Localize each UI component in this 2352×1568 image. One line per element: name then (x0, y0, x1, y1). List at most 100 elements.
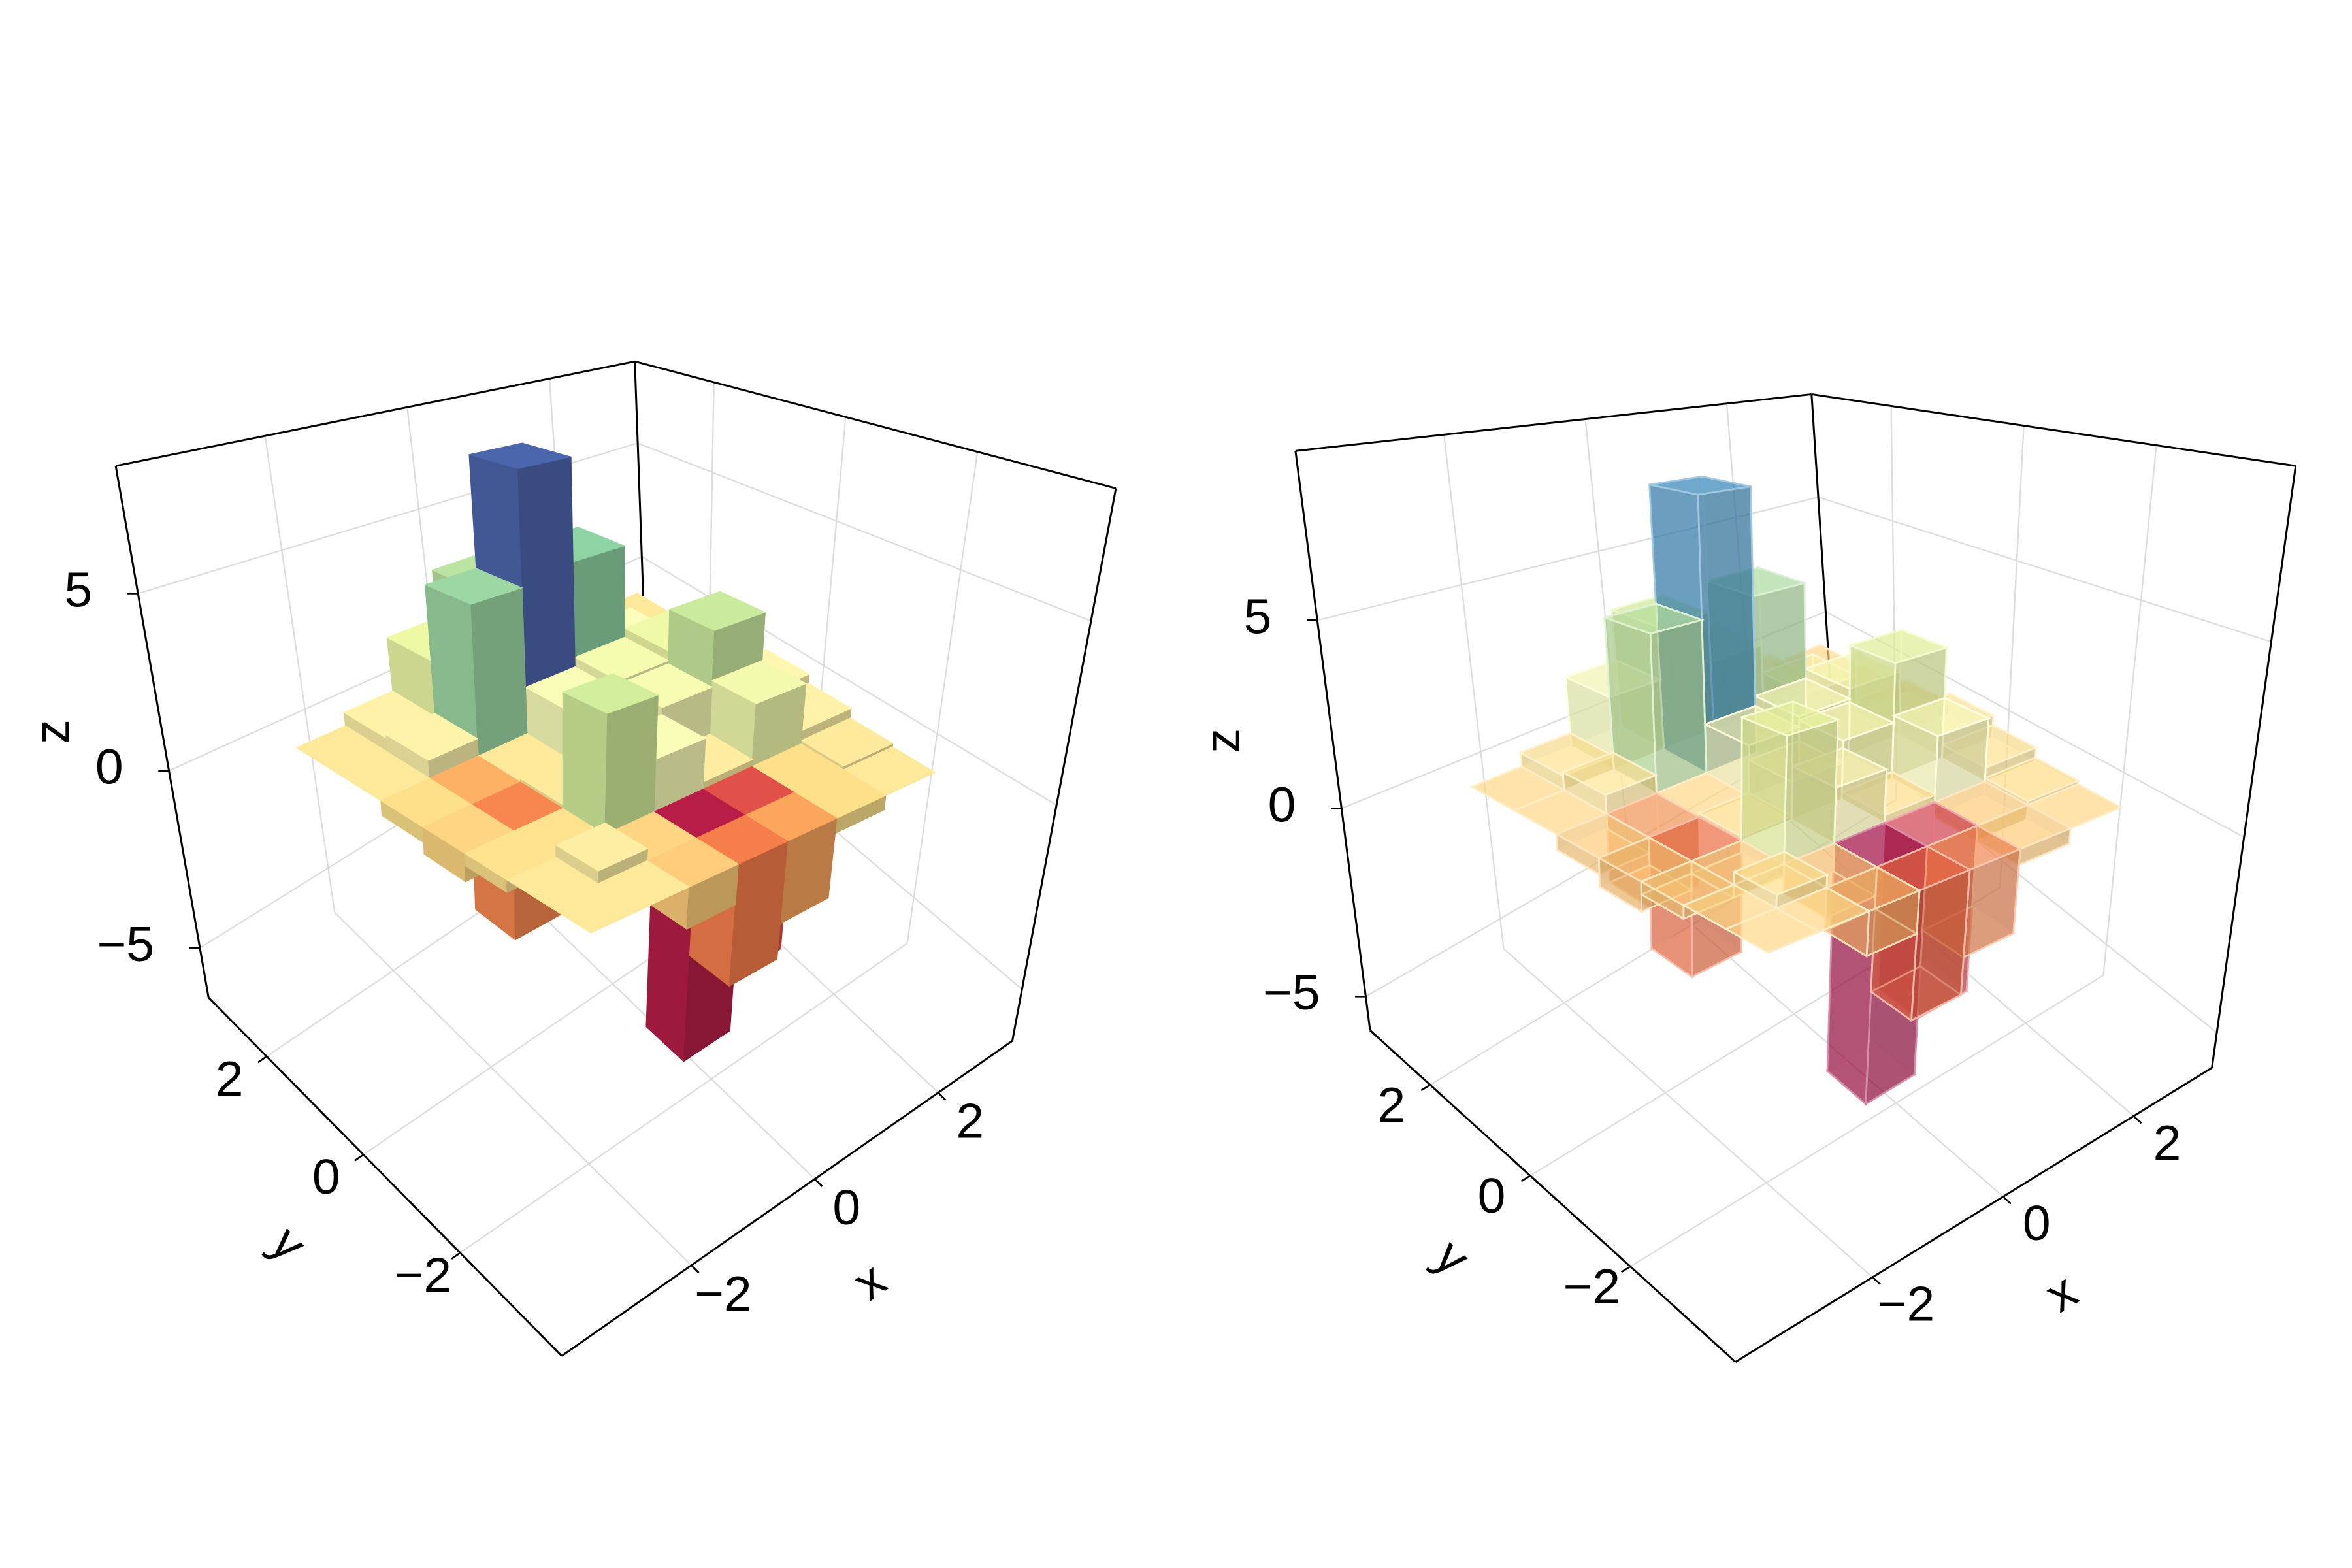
x-tick-label: −2 (1878, 1277, 1935, 1331)
grid-line (1825, 611, 2245, 838)
bar-face (1891, 696, 1991, 738)
z-tick-label: 5 (65, 563, 93, 617)
bar (1931, 780, 2030, 843)
x-tick-label: 2 (2153, 1115, 2181, 1170)
tick-mark (1520, 1175, 1531, 1183)
tick-mark (1420, 1084, 1431, 1092)
bar-face (1560, 751, 1658, 796)
bar-face (800, 717, 894, 767)
bar-face (574, 636, 670, 681)
bar-face (1518, 732, 1616, 777)
tick-mark (814, 1178, 823, 1188)
bar-face (1803, 650, 1903, 690)
bar-face (1840, 770, 1937, 817)
bar-face (385, 713, 479, 761)
y-axis-label: y (259, 1216, 317, 1272)
grid-line (459, 942, 908, 1254)
bar-face (1563, 659, 1663, 698)
x-tick-label: −2 (694, 1267, 752, 1322)
bar-face (1740, 715, 1788, 866)
axis-spine (634, 360, 1117, 489)
z-axis-label: z (1195, 728, 1251, 753)
z-tick-label: 0 (1268, 777, 1296, 832)
bar (1723, 907, 1821, 954)
bar-face (1649, 619, 1708, 795)
bar-face (561, 673, 659, 714)
bar-face (668, 591, 766, 631)
bar (561, 673, 659, 836)
grid-line (334, 911, 693, 1266)
grid-line (1630, 870, 2004, 1198)
bar (1789, 746, 1889, 845)
bar-face (1983, 757, 2081, 802)
y-tick-label: 0 (312, 1150, 340, 1205)
tick-mark (1872, 1277, 1882, 1285)
grid-line (1584, 419, 1632, 872)
bar (1601, 602, 1709, 795)
bar-face (470, 587, 528, 757)
tick-mark (2002, 1196, 2012, 1205)
bar-face (424, 568, 523, 605)
bar-face (1703, 566, 1808, 598)
y-axis-label: y (1424, 1229, 1480, 1286)
z-tick-label: 0 (95, 740, 123, 794)
axis-spine (561, 1039, 1013, 1357)
z-tick-label: −5 (1263, 966, 1320, 1021)
bar-face (1739, 700, 1841, 737)
axis-spine (1811, 393, 2296, 467)
y-tick-label: 2 (1377, 1078, 1405, 1133)
x-axis-label: x (2036, 1263, 2087, 1322)
y-tick-label: −2 (1563, 1260, 1620, 1315)
bar (555, 822, 649, 885)
panel: −2 0 2 −2 0 2 −5 0 5 x y z (1195, 393, 2297, 1363)
bar (800, 717, 894, 770)
bar (1739, 700, 1841, 866)
bar (1563, 659, 1666, 772)
bar-face (1746, 740, 1845, 783)
z-axis-label: z (24, 719, 80, 744)
tick-mark (691, 1264, 700, 1274)
bar (547, 883, 641, 934)
bar-face (1752, 677, 1852, 718)
axis-spine (1810, 394, 1836, 747)
x-axis-label: x (843, 1252, 896, 1311)
grid-line (1725, 403, 1759, 794)
bar (1731, 850, 1829, 910)
bar-face (1601, 602, 1705, 635)
x-tick-label: 2 (956, 1094, 984, 1149)
bar (1554, 812, 1652, 876)
axis-spine (1369, 1030, 1737, 1363)
x-tick-label: 0 (832, 1180, 860, 1235)
axis-spine (1011, 488, 1117, 1041)
x-tick-label: 0 (2023, 1196, 2051, 1251)
grid-line (1757, 792, 2134, 1117)
axis-spine (115, 360, 635, 467)
bar (1639, 859, 1737, 921)
grid-line (1341, 611, 1826, 809)
grid-line (1443, 434, 1505, 949)
axis-spine (2211, 465, 2297, 1068)
grid-line (1999, 425, 2025, 888)
grid-line (1818, 496, 2272, 643)
bar-face (1759, 653, 1859, 695)
tick-mark (451, 1252, 461, 1260)
bar-face (1731, 851, 1829, 896)
axis-spine (1735, 1067, 2213, 1363)
y-tick-label: 2 (216, 1051, 244, 1106)
bar-face (555, 822, 649, 872)
bar-face (1663, 625, 1764, 664)
panel: −2 0 2 −2 0 2 −5 0 5 x y z (24, 360, 1117, 1357)
tick-mark (1620, 1266, 1631, 1273)
bar (1648, 475, 1759, 775)
grid-line (906, 451, 979, 944)
tick-mark (2132, 1115, 2142, 1124)
grid-line (1503, 948, 1873, 1278)
bar-face (547, 883, 641, 934)
bar (1646, 815, 1744, 979)
tick-mark (938, 1092, 947, 1101)
bar (385, 713, 479, 779)
y-tick-label: −2 (395, 1248, 452, 1303)
bar-face (1854, 679, 1952, 724)
